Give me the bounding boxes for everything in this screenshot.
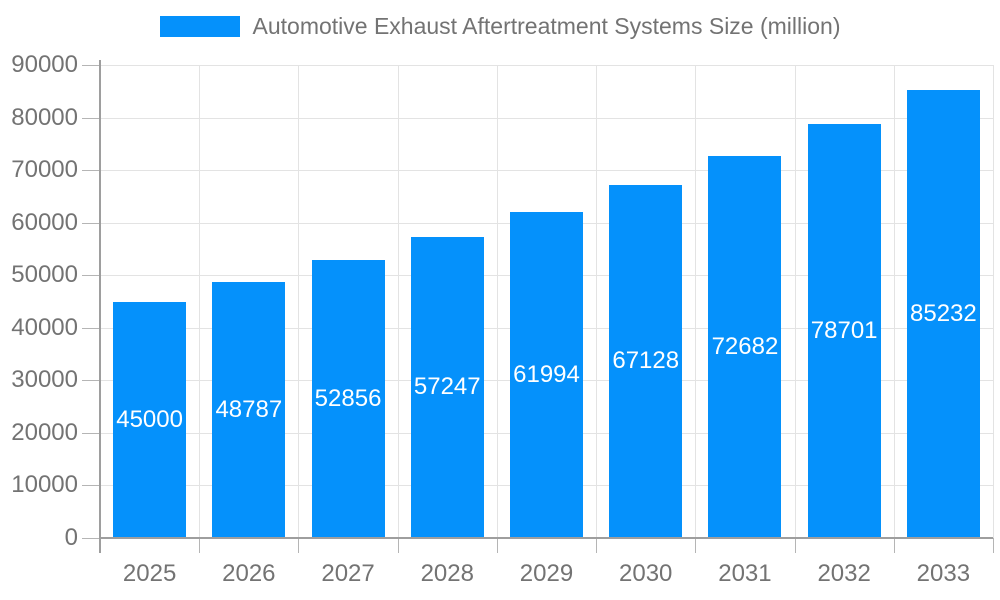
y-axis-label: 70000 xyxy=(11,156,78,184)
bar-value-label: 67128 xyxy=(612,347,680,375)
bar: 78701 xyxy=(807,124,881,538)
y-axis-label: 40000 xyxy=(11,313,78,341)
y-axis-label: 30000 xyxy=(11,366,78,394)
y-axis-label: 50000 xyxy=(11,261,78,289)
y-axis-label: 0 xyxy=(64,524,78,551)
bar-value-label: 52856 xyxy=(314,384,382,412)
y-axis-label: 60000 xyxy=(11,208,78,236)
x-gridline xyxy=(397,65,399,538)
y-axis-line xyxy=(99,60,101,553)
x-axis-tick xyxy=(496,538,498,553)
y-axis-label: 10000 xyxy=(11,471,78,499)
x-gridline xyxy=(993,65,994,538)
x-axis-tick xyxy=(298,538,300,553)
x-gridline xyxy=(893,65,895,538)
bar: 48787 xyxy=(212,281,286,538)
x-axis-tick xyxy=(596,538,598,553)
x-axis-tick xyxy=(993,538,994,553)
bar-value-label: 72682 xyxy=(711,332,779,360)
legend-swatch xyxy=(159,16,240,38)
y-axis-tick xyxy=(82,117,100,119)
y-axis-tick xyxy=(82,170,100,172)
x-gridline xyxy=(298,65,300,538)
x-gridline xyxy=(496,65,498,538)
x-axis-label: 2028 xyxy=(420,560,474,587)
x-axis-tick xyxy=(794,538,796,553)
x-axis-label: 2029 xyxy=(519,560,574,587)
y-axis-tick xyxy=(82,222,100,224)
bar: 85232 xyxy=(906,90,980,538)
y-gridline xyxy=(100,117,993,119)
x-axis-tick xyxy=(893,538,895,553)
bar: 67128 xyxy=(609,185,683,538)
y-axis-label: 90000 xyxy=(11,51,78,78)
x-axis-tick xyxy=(695,538,697,553)
bar-value-label: 78701 xyxy=(810,316,878,344)
bar: 57247 xyxy=(410,237,484,538)
x-gridline xyxy=(695,65,697,538)
y-axis-label: 20000 xyxy=(11,418,78,446)
x-axis-label: 2033 xyxy=(916,560,971,587)
x-axis-label: 2030 xyxy=(619,560,673,587)
y-axis-tick xyxy=(82,65,100,66)
y-axis-label: 80000 xyxy=(11,103,78,131)
bar: 61994 xyxy=(510,212,583,538)
bar-value-label: 57247 xyxy=(413,373,481,401)
bar-value-label: 45000 xyxy=(116,405,183,433)
bar-value-label: 61994 xyxy=(513,360,580,388)
chart-legend[interactable]: Automotive Exhaust Aftertreatment System… xyxy=(0,13,1000,41)
bar: 52856 xyxy=(311,260,385,538)
x-axis-label: 2027 xyxy=(321,560,375,587)
legend-label: Automotive Exhaust Aftertreatment System… xyxy=(252,13,841,39)
y-axis-tick xyxy=(82,432,100,434)
x-axis-tick xyxy=(397,538,399,553)
y-axis-tick xyxy=(82,275,100,277)
x-gridline xyxy=(199,65,201,538)
bar: 72682 xyxy=(708,156,782,538)
y-axis-tick xyxy=(82,485,100,487)
y-gridline xyxy=(100,65,993,66)
x-axis-line xyxy=(100,537,993,539)
x-gridline xyxy=(794,65,796,538)
y-axis-tick xyxy=(82,538,100,539)
x-gridline xyxy=(596,65,598,538)
bar: 45000 xyxy=(113,301,187,538)
x-axis-label: 2026 xyxy=(222,560,276,587)
bar-value-label: 85232 xyxy=(910,299,977,327)
y-gridline xyxy=(100,170,993,172)
y-axis-tick xyxy=(82,327,100,329)
y-axis-tick xyxy=(82,380,100,382)
bar-value-label: 48787 xyxy=(215,395,283,423)
x-axis-label: 2031 xyxy=(718,560,772,587)
x-axis-label: 2032 xyxy=(817,560,871,587)
x-axis-label: 2025 xyxy=(122,560,177,587)
x-axis-tick xyxy=(199,538,201,553)
